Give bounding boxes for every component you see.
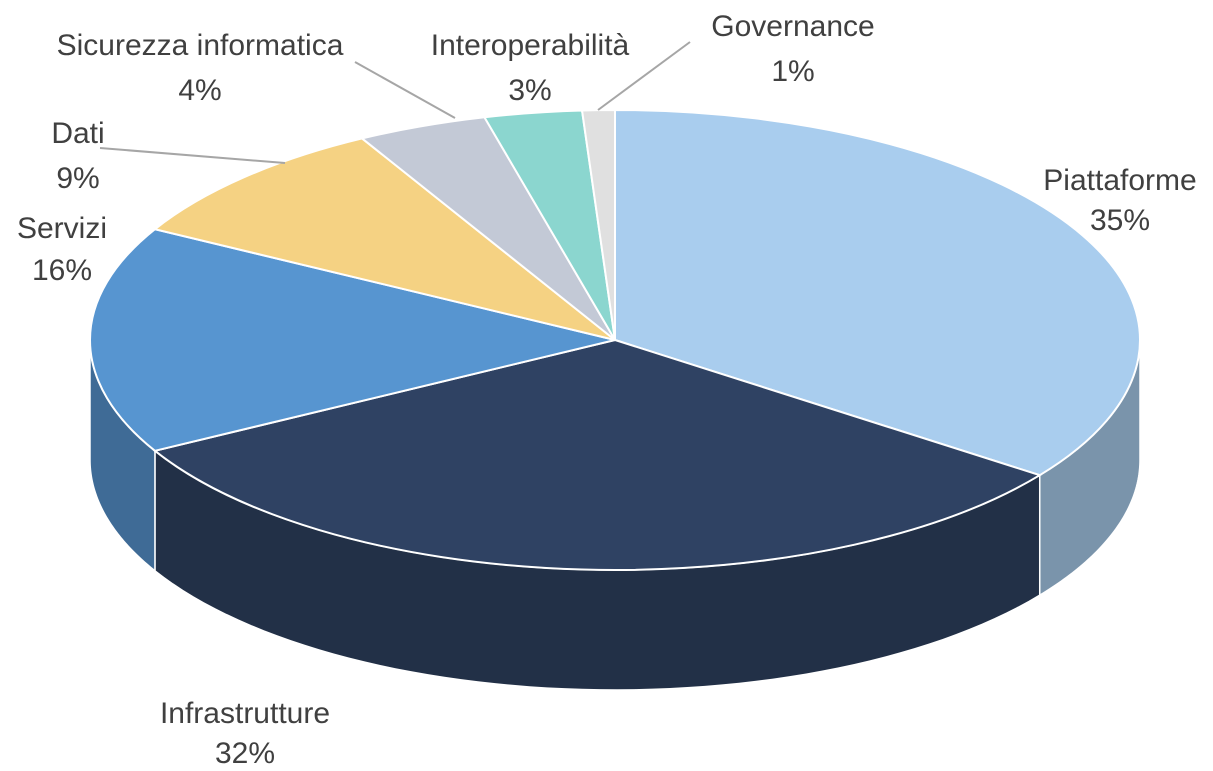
- slice: [89, 228, 616, 452]
- leader-line: [99, 147, 286, 164]
- slice-value-label: 1%: [771, 55, 814, 88]
- slice-label: Dati: [51, 117, 104, 150]
- slice: [614, 108, 1141, 477]
- slice-value-label: 16%: [32, 254, 92, 287]
- slice-label: Sicurezza informatica: [57, 29, 344, 62]
- leader-line: [597, 41, 691, 111]
- slice: [152, 338, 1043, 571]
- slice-label: Servizi: [17, 212, 107, 245]
- slice-value-label: 3%: [508, 74, 551, 107]
- slice-label: Infrastrutture: [160, 697, 330, 730]
- slice-value-label: 9%: [56, 162, 99, 195]
- leader-line: [354, 61, 456, 119]
- slice-value-label: 32%: [215, 737, 275, 770]
- slice-value-label: 4%: [178, 74, 221, 107]
- slice: [152, 137, 616, 341]
- slice-label: Piattaforme: [1043, 164, 1196, 197]
- slice-label: Interoperabilità: [431, 29, 630, 62]
- slice-value-label: 35%: [1090, 204, 1150, 237]
- slice-label: Governance: [711, 10, 874, 43]
